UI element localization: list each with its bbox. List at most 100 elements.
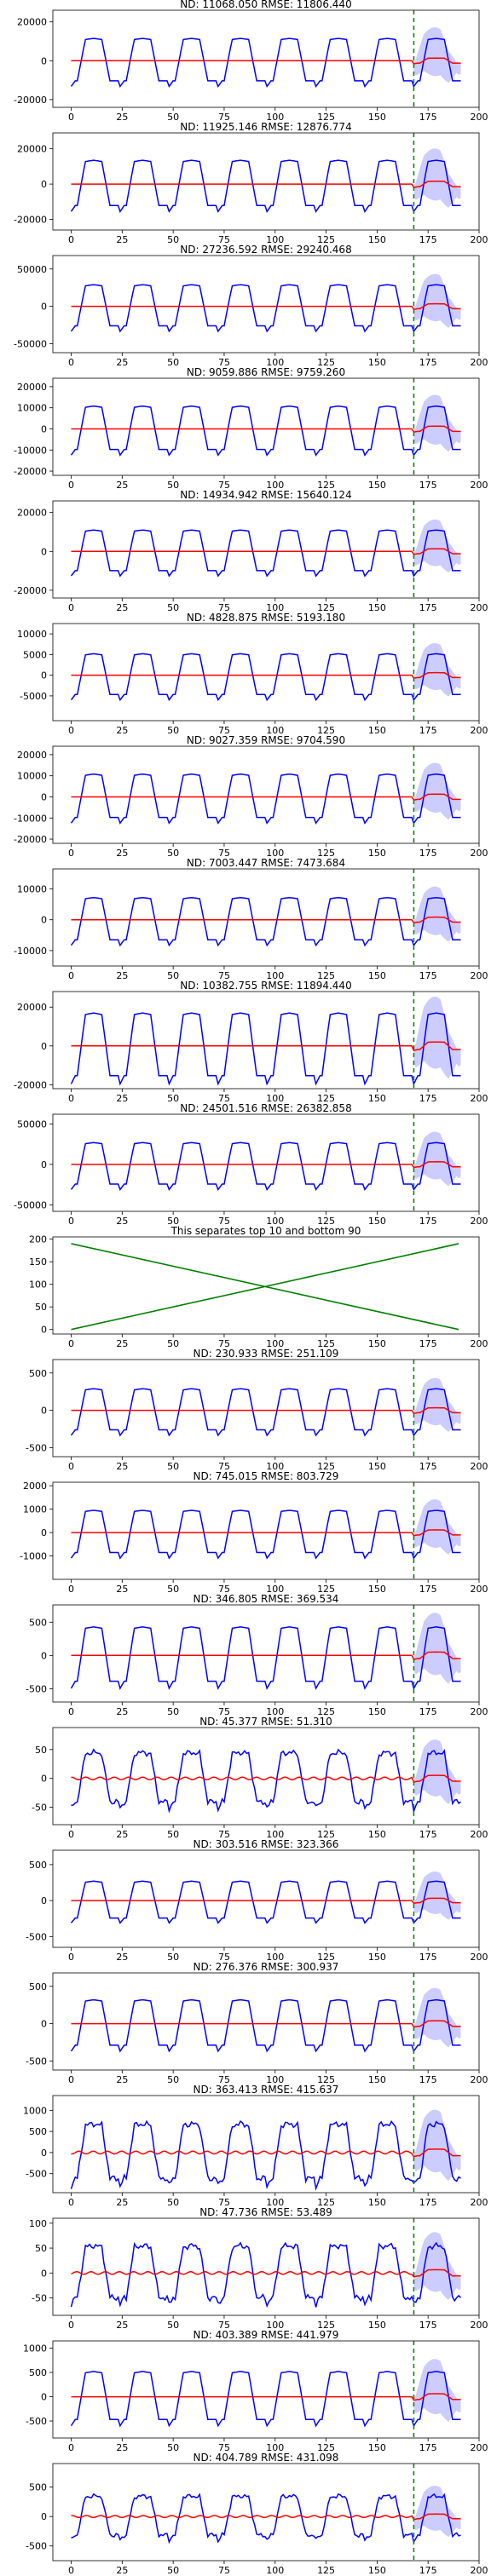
y-tick-label: 5000: [23, 649, 47, 660]
target-series-line: [70, 1626, 461, 1690]
y-tick-label: 500: [29, 1368, 47, 1379]
x-tick-label: 150: [368, 1461, 386, 1472]
x-tick-label: 100: [266, 2074, 284, 2085]
target-series-line: [70, 159, 461, 213]
chart-panel-15: ND: 45.377 RMSE: 51.310 -50 0 50 0 25 50 75 100 1…: [32, 1716, 488, 1840]
y-tick-label: 20000: [17, 382, 47, 393]
x-tick-label: 75: [218, 1216, 230, 1227]
x-tick-label: 150: [368, 112, 386, 123]
x-tick-label: 125: [317, 2565, 335, 2576]
target-series-line: [70, 529, 461, 578]
x-tick-label: 75: [218, 1338, 230, 1349]
y-tick-label: -50000: [14, 1199, 47, 1210]
plot-area: [70, 2218, 462, 2315]
x-tick-label: 50: [167, 1952, 179, 1963]
x-tick-label: 50: [167, 1093, 179, 1104]
plot-area: [70, 1360, 461, 1457]
x-tick-label: 125: [317, 2074, 335, 2085]
y-tick-label: 1000: [23, 1504, 47, 1515]
x-tick-label: 125: [317, 2320, 335, 2331]
y-tick-label: -500: [26, 2169, 47, 2180]
plot-area: [70, 1973, 461, 2070]
x-tick-label: 200: [471, 1952, 488, 1963]
chart-panel-6: ND: 4828.875 RMSE: 5193.180 -5000 0 5000 100…: [17, 612, 488, 736]
x-tick-label: 50: [167, 970, 179, 981]
x-tick-label: 0: [68, 725, 74, 736]
y-tick-label: 50: [35, 1302, 47, 1313]
target-series-line: [70, 896, 461, 947]
prediction-series-line: [71, 425, 461, 434]
x-tick-label: 75: [218, 1706, 230, 1717]
y-tick-label: 0: [41, 423, 47, 434]
axes-frame: [52, 1359, 480, 1458]
x-tick-label: 125: [317, 1093, 335, 1104]
x-tick-label: 100: [266, 1829, 284, 1840]
x-tick-label: 150: [368, 1584, 386, 1595]
x-tick-label: 75: [218, 2320, 230, 2331]
x-tick-label: 100: [266, 1952, 284, 1963]
axes-frame: [52, 377, 480, 476]
x-tick-label: 0: [68, 1338, 74, 1349]
y-tick-label: 0: [41, 1041, 47, 1052]
x-tick-label: 125: [317, 1829, 335, 1840]
x-tick-label: 175: [419, 2074, 437, 2085]
x-tick-label: 175: [419, 725, 437, 736]
prediction-series-line: [71, 916, 461, 924]
axes-frame: [52, 2217, 480, 2316]
x-tick-label: 125: [317, 357, 335, 368]
x-tick-label: 50: [167, 1829, 179, 1840]
x-tick-label: 75: [218, 2442, 230, 2453]
x-tick-label: 100: [266, 725, 284, 736]
x-tick-label: 200: [471, 1461, 488, 1472]
x-tick-label: 200: [471, 480, 488, 491]
chart-title: ND: 346.805 RMSE: 369.534: [194, 1593, 339, 1605]
y-tick-label: 10000: [17, 403, 47, 414]
prediction-series-line: [71, 1529, 461, 1537]
x-tick-label: 25: [116, 1952, 128, 1963]
chart-title: ND: 4828.875 RMSE: 5193.180: [187, 612, 345, 624]
x-tick-label: 50: [167, 1461, 179, 1472]
chart-panel-18: ND: 363.413 RMSE: 415.637 -500 0 500 1000 0 25…: [23, 2084, 488, 2208]
y-tick-label: -500: [26, 2056, 47, 2067]
y-tick-label: -20000: [14, 95, 47, 106]
ascending-line: [71, 1243, 459, 1331]
x-tick-label: 125: [317, 1706, 335, 1717]
axes-frame: [52, 132, 480, 231]
plot-area: [70, 992, 461, 1089]
y-tick-label: -20000: [14, 215, 47, 226]
y-tick-label: 500: [29, 2482, 47, 2493]
x-tick-label: 100: [266, 1706, 284, 1717]
x-tick-label: 175: [419, 848, 437, 859]
target-series-line: [70, 2371, 461, 2428]
axes-frame: [52, 1604, 480, 1703]
axes-frame: [52, 623, 480, 722]
x-tick-label: 25: [116, 2442, 128, 2453]
axes-frame: [52, 1236, 480, 1335]
x-tick-label: 50: [167, 1338, 179, 1349]
x-tick-label: 100: [266, 970, 284, 981]
prediction-series-line: [71, 548, 461, 555]
prediction-band: [413, 2359, 461, 2422]
prediction-band: [413, 273, 461, 328]
plot-area: [70, 1114, 461, 1211]
prediction-series-line: [71, 2268, 461, 2278]
prediction-series-line: [71, 793, 461, 802]
x-tick-label: 125: [317, 602, 335, 613]
x-tick-label: 75: [218, 2565, 230, 2576]
x-tick-label: 75: [218, 725, 230, 736]
chart-title: ND: 303.516 RMSE: 323.366: [194, 1838, 339, 1850]
x-tick-label: 75: [218, 1093, 230, 1104]
chart-panel-4: ND: 9059.886 RMSE: 9759.260 -20000 -10000 0…: [14, 366, 488, 491]
y-tick-label: -500: [26, 2541, 47, 2552]
x-tick-label: 175: [419, 970, 437, 981]
x-tick-label: 0: [68, 1584, 74, 1595]
y-tick-label: 500: [29, 1860, 47, 1871]
x-tick-label: 75: [218, 1829, 230, 1840]
x-tick-label: 75: [218, 2074, 230, 2085]
y-tick-label: 0: [41, 670, 47, 681]
plot-area: [70, 133, 461, 230]
x-tick-label: 100: [266, 1461, 284, 1472]
chart-panel-3: ND: 27236.592 RMSE: 29240.468 -50000 0 5000…: [14, 244, 488, 368]
x-tick-label: 175: [419, 112, 437, 123]
x-tick-label: 175: [419, 2442, 437, 2453]
